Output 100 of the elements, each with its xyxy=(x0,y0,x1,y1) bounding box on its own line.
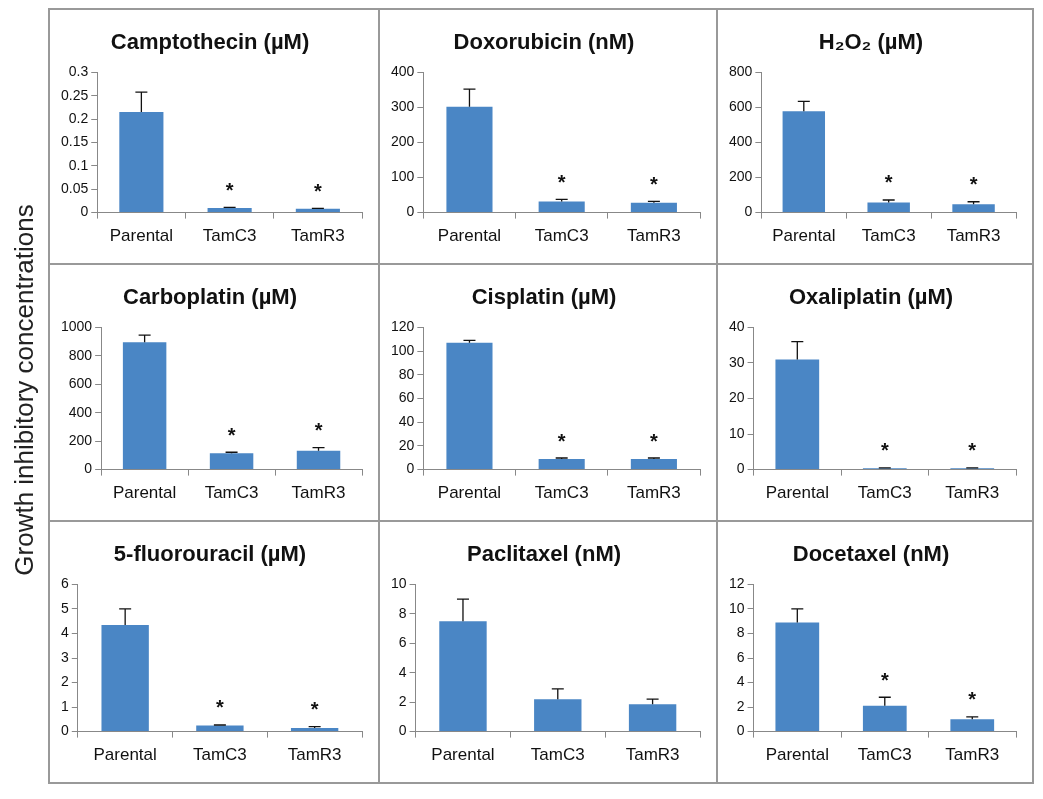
x-tick-label: TamC3 xyxy=(861,226,916,246)
annotation: * xyxy=(314,419,323,442)
x-tick-label: Parental xyxy=(765,483,829,503)
y-tick-label: 4 xyxy=(60,624,69,641)
chart-title: Docetaxel (nM) xyxy=(792,541,950,567)
annotation: * xyxy=(968,439,977,462)
y-tick-label: 6 xyxy=(398,634,407,651)
y-tick-label: 3 xyxy=(60,648,69,665)
x-tick-label: Parental xyxy=(437,483,502,503)
x-tick-label: TamR3 xyxy=(625,745,680,765)
y-tick-label: 0 xyxy=(406,203,415,220)
y-tick-label: 800 xyxy=(729,63,753,80)
annotation: * xyxy=(227,423,236,446)
y-tick-label: 80 xyxy=(398,365,415,382)
y-tick-label: 0 xyxy=(406,460,415,477)
y-tick-label: 8 xyxy=(398,604,407,621)
annotation: * xyxy=(310,698,319,721)
x-tick-label: TamC3 xyxy=(534,483,589,503)
annotation: * xyxy=(557,170,566,193)
y-tick-label: 0.1 xyxy=(68,156,89,173)
y-tick-label: 5 xyxy=(60,599,69,616)
x-tick-label: Parental xyxy=(112,483,177,503)
y-tick-label: 0.2 xyxy=(68,109,89,126)
y-tick-label: 400 xyxy=(729,133,753,150)
y-tick-label: 20 xyxy=(728,389,745,406)
y-tick-label: 8 xyxy=(736,624,745,641)
chart-title: Oxaliplatin (µM) xyxy=(788,284,954,310)
x-tick-label: TamC3 xyxy=(857,483,912,503)
y-tick-label: 200 xyxy=(391,133,415,150)
y-tick-label: 0 xyxy=(80,203,89,220)
chart-title: 5-fluorouracil (µM) xyxy=(113,541,307,567)
x-tick-label: Parental xyxy=(765,745,829,765)
y-tick-label: 0 xyxy=(60,722,69,739)
annotation: * xyxy=(884,171,893,194)
y-tick-label: 4 xyxy=(736,673,745,690)
annotation: * xyxy=(649,172,658,195)
x-tick-label: TamR3 xyxy=(291,483,346,503)
annotation: * xyxy=(880,439,889,462)
y-tick-label: 600 xyxy=(68,375,93,392)
y-tick-label: 100 xyxy=(391,168,415,185)
x-tick-label: TamC3 xyxy=(192,745,247,765)
y-tick-label: 60 xyxy=(398,389,415,406)
y-tick-label: 6 xyxy=(736,648,745,665)
annotation: * xyxy=(225,178,234,201)
y-tick-label: 600 xyxy=(729,98,753,115)
y-tick-label: 0 xyxy=(736,460,745,477)
y-tick-label: 0.05 xyxy=(61,180,89,197)
x-tick-label: TamR3 xyxy=(945,483,1000,503)
x-tick-label: Parental xyxy=(431,745,495,765)
x-tick-label: TamC3 xyxy=(857,745,912,765)
y-axis-title: Growth inhibitory concentrations xyxy=(8,204,40,576)
y-tick-label: 4 xyxy=(398,663,407,680)
chart-title: Carboplatin (µM) xyxy=(123,284,297,310)
y-tick-label: 0 xyxy=(84,460,93,477)
chart-title: Doxorubicin (nM) xyxy=(453,29,635,55)
y-tick-label: 0.15 xyxy=(61,133,89,150)
x-tick-label: TamR3 xyxy=(945,745,1000,765)
y-tick-label: 40 xyxy=(398,413,415,430)
y-tick-label: 2 xyxy=(736,697,745,714)
y-tick-label: 400 xyxy=(391,63,415,80)
annotation: * xyxy=(215,696,224,719)
x-tick-label: TamC3 xyxy=(530,745,585,765)
y-tick-label: 800 xyxy=(68,346,93,363)
y-tick-label: 0 xyxy=(398,722,407,739)
x-tick-label: TamR3 xyxy=(290,226,345,246)
y-tick-label: 300 xyxy=(391,98,415,115)
y-tick-label: 200 xyxy=(729,168,753,185)
x-tick-label: TamC3 xyxy=(202,226,257,246)
y-tick-label: 0.25 xyxy=(61,86,89,103)
annotation: * xyxy=(969,173,978,196)
x-tick-label: TamC3 xyxy=(534,226,589,246)
x-tick-label: TamR3 xyxy=(626,483,681,503)
y-tick-label: 20 xyxy=(398,436,415,453)
y-tick-label: 0.3 xyxy=(68,63,89,80)
y-tick-label: 12 xyxy=(728,575,745,592)
y-tick-label: 100 xyxy=(391,341,415,358)
y-tick-label: 200 xyxy=(68,432,93,449)
y-tick-label: 400 xyxy=(68,403,93,420)
y-tick-label: 0 xyxy=(744,203,753,220)
y-tick-label: 10 xyxy=(390,575,407,592)
y-tick-label: 2 xyxy=(398,693,407,710)
annotation: * xyxy=(968,688,977,711)
chart-title: Paclitaxel (nM) xyxy=(466,541,622,567)
x-tick-label: TamR3 xyxy=(626,226,681,246)
x-tick-label: Parental xyxy=(93,745,157,765)
y-tick-label: 2 xyxy=(60,673,69,690)
chart-title: Camptothecin (µM) xyxy=(110,29,310,55)
x-tick-label: Parental xyxy=(772,226,836,246)
annotation: * xyxy=(880,668,889,691)
y-tick-label: 0 xyxy=(736,722,745,739)
chart-title: Cisplatin (µM) xyxy=(471,284,617,310)
y-tick-label: 1 xyxy=(60,697,69,714)
y-tick-label: 10 xyxy=(728,424,745,441)
annotation: * xyxy=(649,429,658,452)
y-tick-label: 1000 xyxy=(60,318,93,335)
x-tick-label: TamC3 xyxy=(204,483,259,503)
y-tick-label: 10 xyxy=(728,599,745,616)
y-tick-label: 40 xyxy=(728,318,745,335)
chart-title: H₂O₂ (µM) xyxy=(818,29,924,55)
annotation: * xyxy=(557,429,566,452)
